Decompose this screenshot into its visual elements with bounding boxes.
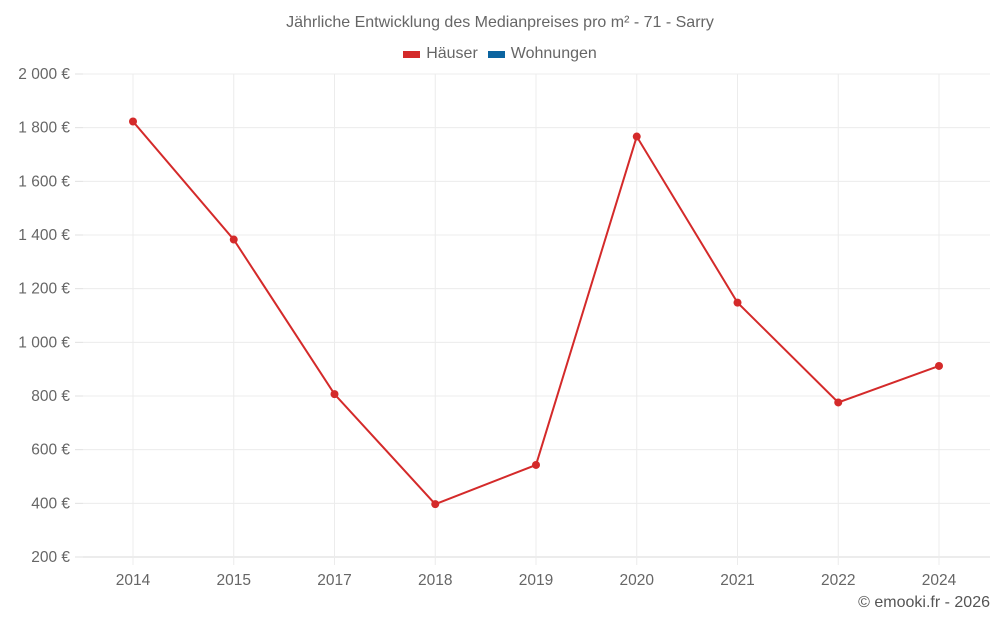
y-tick-label: 200 € [31,549,70,566]
data-point[interactable] [834,398,843,407]
legend-label-houses: Häuser [426,45,478,62]
data-point[interactable] [129,117,137,126]
legend-item-houses[interactable]: Häuser [403,45,478,63]
chart-title: Jährliche Entwicklung des Medianpreises … [286,14,714,31]
x-tick-label: 2024 [922,572,957,589]
legend-label-apartments: Wohnungen [510,45,597,62]
x-tick-label: 2014 [116,572,151,589]
x-tick-label: 2022 [821,572,855,589]
y-tick-label: 1 800 € [18,120,70,137]
x-tick-label: 2017 [317,572,351,589]
y-tick-label: 1 400 € [18,227,70,244]
data-point[interactable] [431,500,440,509]
legend-swatch-houses [403,50,421,58]
x-tick-label: 2019 [519,572,553,589]
y-tick-label: 1 000 € [18,334,70,351]
data-point[interactable] [532,460,540,469]
chart-legend: Häuser Wohnungen [0,45,1000,63]
y-tick-label: 2 000 € [18,66,70,83]
legend-swatch-apartments [487,50,505,58]
x-tick-label: 2018 [418,572,452,589]
x-tick-label: 2015 [217,572,251,589]
data-point[interactable] [632,132,641,141]
data-point[interactable] [330,390,339,399]
data-point[interactable] [935,361,943,370]
x-tick-label: 2021 [720,572,754,589]
x-tick-label: 2020 [620,572,655,589]
y-tick-label: 1 200 € [18,281,70,298]
y-tick-label: 800 € [31,388,70,405]
data-point[interactable] [733,298,742,307]
y-tick-label: 600 € [31,442,70,459]
y-axis: 200 € 400 € 600 € 800 € 1 000 € 1 200 € 1 400 … [18,66,70,566]
y-tick-label: 400 € [31,495,70,512]
copyright-credit: © emooki.fr - 2026 [858,594,990,611]
data-point[interactable] [229,235,238,244]
x-axis: 2014 2015 2017 2018 2019 2020 2021 2022 2024 [116,572,957,589]
series-houses [129,117,943,509]
y-tick-label: 1 600 € [18,173,70,190]
grid-lines [75,73,990,565]
legend-item-apartments[interactable]: Wohnungen [487,45,597,63]
